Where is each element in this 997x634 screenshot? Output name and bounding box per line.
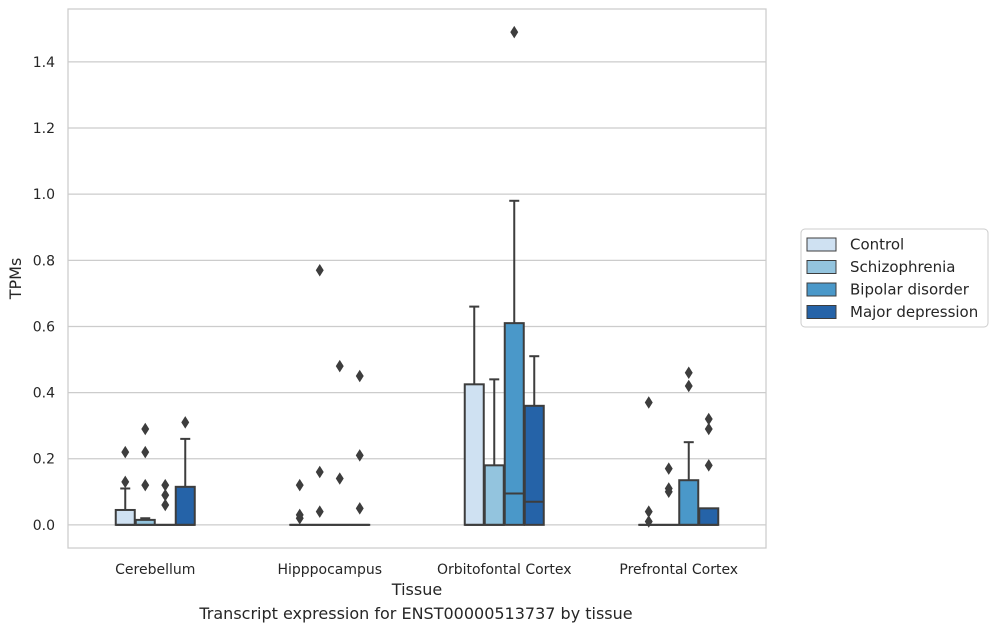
y-tick-labels: 0.0 0.2 0.4 0.6 0.8 1.0 1.2 1.4 bbox=[33, 55, 55, 534]
outlier-point bbox=[315, 465, 324, 479]
x-axis-label: Tissue bbox=[391, 580, 442, 599]
outlier-point bbox=[141, 478, 150, 492]
outlier-point bbox=[121, 445, 130, 459]
outlier-point bbox=[704, 459, 713, 472]
boxes bbox=[114, 25, 720, 528]
box bbox=[463, 383, 485, 526]
outlier-point bbox=[355, 449, 364, 462]
y-axis-label: TPMs bbox=[6, 258, 25, 301]
box-1-3 bbox=[658, 462, 680, 526]
box-2-2 bbox=[503, 25, 525, 526]
y-tick-label: 0.4 bbox=[33, 386, 55, 402]
box-0-1 bbox=[289, 478, 311, 526]
outlier-point bbox=[181, 416, 190, 429]
outlier-point bbox=[644, 505, 653, 518]
box-2-1 bbox=[329, 359, 351, 526]
outlier-point bbox=[664, 482, 673, 495]
outlier-point bbox=[335, 359, 344, 373]
y-tick-label: 0.0 bbox=[33, 518, 55, 534]
box bbox=[698, 507, 720, 526]
box-0-0 bbox=[114, 445, 136, 526]
outlier-point bbox=[295, 508, 304, 522]
outlier-point bbox=[704, 422, 713, 436]
plot-area-frame bbox=[67, 8, 767, 549]
box-3-2 bbox=[523, 355, 545, 526]
box bbox=[523, 404, 545, 526]
box-0-3 bbox=[638, 396, 660, 528]
box bbox=[678, 479, 700, 526]
outlier-point bbox=[684, 379, 693, 393]
box-1-1 bbox=[309, 263, 331, 526]
figure-caption: Transcript expression for ENST0000051373… bbox=[199, 604, 633, 623]
box-3-1 bbox=[349, 369, 371, 526]
legend-label: Control bbox=[850, 236, 904, 254]
legend-label: Major depression bbox=[850, 303, 978, 321]
box-1-2 bbox=[483, 378, 505, 526]
y-tick-label: 1.0 bbox=[33, 187, 55, 203]
outlier-point bbox=[121, 475, 130, 489]
legend-swatch bbox=[806, 260, 837, 274]
x-tick-label: Cerebellum bbox=[115, 562, 195, 578]
y-tick-label: 0.2 bbox=[33, 452, 55, 468]
outlier-point bbox=[355, 502, 364, 515]
outlier-point bbox=[644, 396, 653, 409]
outlier-point bbox=[315, 263, 324, 277]
legend-label: Bipolar disorder bbox=[850, 281, 970, 299]
outlier-point bbox=[141, 422, 150, 436]
x-tick-label: Hipppocampus bbox=[277, 562, 382, 578]
y-tick-label: 1.2 bbox=[33, 121, 55, 137]
box bbox=[114, 508, 136, 526]
box-3-3 bbox=[698, 412, 720, 526]
outlier-point bbox=[664, 462, 673, 475]
outlier-point bbox=[161, 478, 170, 492]
y-tick-label: 1.4 bbox=[33, 55, 55, 71]
legend: Control Schizophrenia Bipolar disorder Majo… bbox=[800, 228, 989, 328]
outlier-point bbox=[644, 515, 653, 528]
box-1-0 bbox=[134, 422, 156, 526]
outlier-point bbox=[315, 505, 324, 518]
box-2-3 bbox=[678, 366, 700, 526]
legend-swatch bbox=[806, 305, 837, 319]
grid-lines bbox=[68, 61, 766, 526]
outlier-point bbox=[161, 498, 170, 512]
legend-box bbox=[800, 228, 989, 328]
outlier-point bbox=[684, 366, 693, 379]
outlier-point bbox=[510, 25, 519, 39]
outlier-point bbox=[335, 472, 344, 485]
outlier-point bbox=[161, 488, 170, 502]
box-3-0 bbox=[174, 416, 196, 526]
box bbox=[503, 322, 525, 526]
legend-swatch bbox=[806, 237, 837, 252]
y-tick-label: 0.6 bbox=[33, 319, 55, 335]
outlier-point bbox=[355, 369, 364, 383]
x-tick-label: Prefrontal Cortex bbox=[619, 562, 738, 578]
outlier-point bbox=[295, 478, 304, 492]
box-0-2 bbox=[463, 305, 485, 526]
y-tick-label: 0.8 bbox=[33, 253, 55, 269]
box bbox=[174, 485, 196, 526]
box-2-0 bbox=[154, 478, 176, 526]
box bbox=[483, 464, 505, 526]
legend-swatch bbox=[806, 282, 837, 297]
x-tick-labels: Cerebellum Hipppocampus Orbitofontal Corte… bbox=[115, 562, 738, 578]
outlier-point bbox=[141, 445, 150, 459]
x-tick-label: Orbitofontal Cortex bbox=[437, 562, 572, 578]
legend-label: Schizophrenia bbox=[850, 258, 955, 276]
outlier-point bbox=[704, 412, 713, 426]
